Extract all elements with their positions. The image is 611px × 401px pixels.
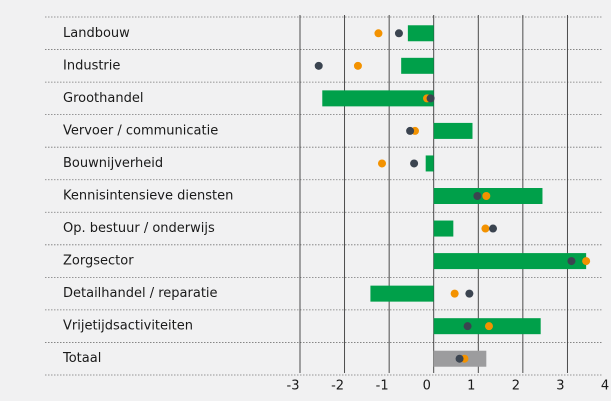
- bar: [401, 57, 434, 74]
- bar: [322, 90, 434, 107]
- dot: [473, 192, 482, 200]
- dot: [463, 322, 472, 331]
- x-tick-label: 2: [512, 379, 520, 394]
- bar: [370, 285, 434, 302]
- category-label: Industrie: [63, 58, 120, 73]
- dot: [406, 126, 415, 135]
- dot: [353, 61, 362, 70]
- category-label: Totaal: [62, 351, 101, 366]
- dot: [314, 61, 323, 70]
- x-tick-label: -1: [376, 379, 389, 394]
- dot: [482, 192, 491, 200]
- bar: [407, 25, 434, 42]
- dot: [455, 354, 464, 363]
- dot: [488, 224, 497, 233]
- bar: [433, 122, 473, 139]
- x-tick-label: -3: [287, 379, 300, 394]
- category-label: Vrijetijdsactiviteiten: [63, 319, 193, 334]
- dot: [465, 289, 474, 298]
- category-label: Zorgsector: [63, 254, 134, 269]
- x-tick-label: -2: [331, 379, 344, 394]
- dot: [374, 29, 383, 38]
- dot: [394, 29, 403, 38]
- category-label: Groothandel: [63, 91, 143, 106]
- category-label: Detailhandel / reparatie: [63, 286, 218, 301]
- dot: [484, 322, 493, 331]
- x-tick-label: 0: [423, 379, 431, 394]
- x-tick-label: 4: [601, 379, 609, 394]
- dot: [426, 94, 435, 103]
- x-tick-label: 1: [467, 379, 475, 394]
- category-label: Bouwnijverheid: [63, 156, 163, 171]
- bar: [433, 220, 454, 237]
- dot: [450, 289, 459, 298]
- category-label: Op. bestuur / onderwijs: [63, 221, 215, 236]
- category-label: Vervoer / communicatie: [63, 123, 218, 138]
- dot: [481, 224, 490, 233]
- bar: [425, 155, 434, 172]
- bar: [433, 253, 587, 270]
- dot: [582, 257, 591, 266]
- dot: [410, 159, 419, 168]
- x-tick-label: 3: [556, 379, 564, 394]
- dot: [378, 159, 387, 168]
- category-label: Landbouw: [63, 26, 130, 41]
- dot: [567, 257, 576, 266]
- category-label: Kennisintensieve diensten: [63, 189, 233, 204]
